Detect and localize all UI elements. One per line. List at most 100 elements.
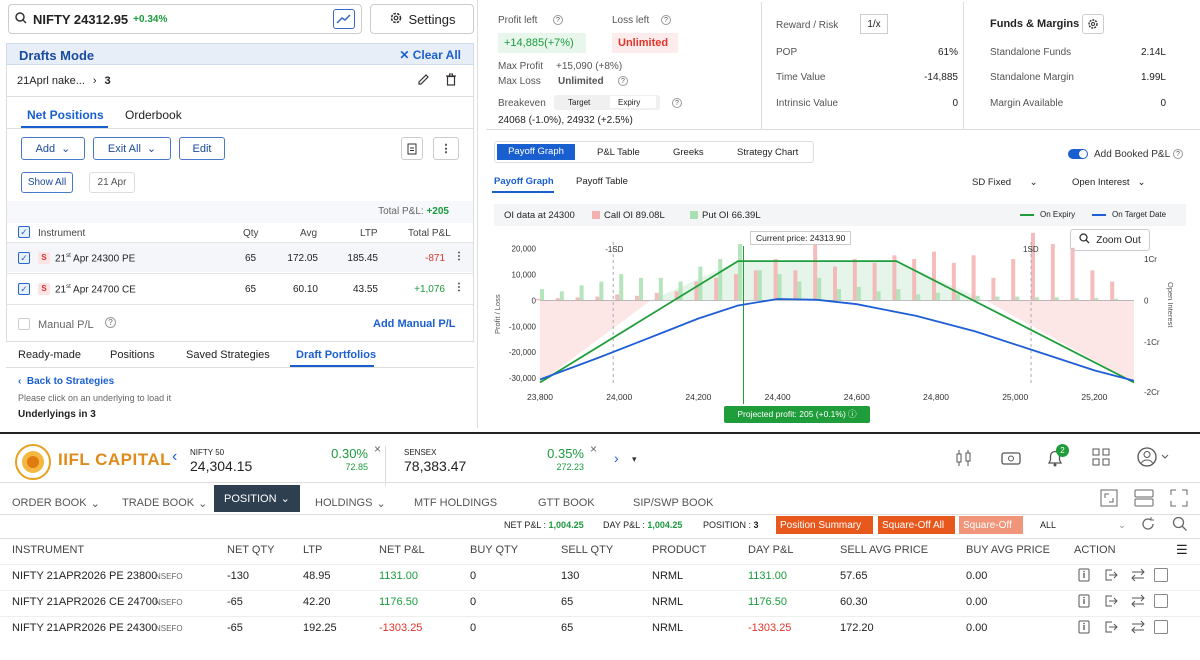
nav-sip-swp-book[interactable]: SIP/SWP BOOK xyxy=(633,490,714,516)
column-menu-icon[interactable]: ☰ xyxy=(1176,542,1188,557)
tab-saved-strategies[interactable]: Saved Strategies xyxy=(186,349,270,361)
index-card-nifty[interactable]: NIFTY 50 24,304.15 0.30% 72.85 × xyxy=(190,442,386,486)
subtab-payoff-graph[interactable]: Payoff Graph xyxy=(494,176,554,187)
breakeven-target[interactable]: Target xyxy=(568,98,591,107)
prev-index-arrow[interactable]: ‹ xyxy=(172,448,178,465)
info-icon[interactable] xyxy=(1078,594,1090,613)
row-select-checkbox[interactable] xyxy=(1154,568,1168,587)
manual-pl-checkbox[interactable] xyxy=(18,318,30,330)
add-button[interactable]: Add ⌄ xyxy=(21,137,85,160)
exit-icon[interactable] xyxy=(1104,620,1118,639)
row-checkbox[interactable]: ✓ xyxy=(18,283,30,295)
standalone-margin-label: Standalone Margin xyxy=(990,72,1074,83)
row-ltp: 43.55 xyxy=(352,284,378,295)
close-icon[interactable]: × xyxy=(374,442,382,456)
index-card-sensex[interactable]: SENSEX 78,383.47 0.35% 272.23 × xyxy=(404,442,604,486)
split-view-icon[interactable] xyxy=(1134,489,1154,512)
call-oi-bar xyxy=(1090,270,1095,301)
convert-icon[interactable] xyxy=(1130,620,1146,639)
expand-icon[interactable] xyxy=(1100,489,1118,512)
date-filter-chip[interactable]: 21 Apr xyxy=(89,172,135,193)
filter-select[interactable]: ALL ⌄ xyxy=(1040,520,1126,531)
clear-all-button[interactable]: ✕ Clear All xyxy=(399,48,461,62)
row-net-qty: -65 xyxy=(227,622,243,634)
caret-down-icon[interactable]: ▾ xyxy=(632,454,637,464)
tab-positions[interactable]: Positions xyxy=(110,349,155,361)
breakeven-value: 24068 (-1.0%), 24932 (+2.5%) xyxy=(498,115,633,126)
candlestick-icon[interactable] xyxy=(954,448,974,473)
select-all-checkbox[interactable]: ✓ xyxy=(18,226,30,238)
nav-mtf-holdings[interactable]: MTF HOLDINGS xyxy=(414,490,497,516)
tab-greeks[interactable]: Greeks xyxy=(673,147,704,158)
refresh-icon[interactable] xyxy=(1140,516,1156,537)
zoom-out-label: Zoom Out xyxy=(1096,234,1141,246)
square-off-all-button[interactable]: Square-Off All xyxy=(878,516,955,534)
tab-payoff-graph[interactable]: Payoff Graph xyxy=(497,144,575,160)
row-select-checkbox[interactable] xyxy=(1154,620,1168,639)
position-row[interactable]: ✓ S 21st Apr 24700 CE 65 60.10 43.55 +1,… xyxy=(7,273,473,303)
convert-icon[interactable] xyxy=(1130,594,1146,613)
info-icon[interactable] xyxy=(1078,620,1090,639)
tab-strategy-chart[interactable]: Strategy Chart xyxy=(737,147,799,158)
square-off-button[interactable]: Square-Off xyxy=(959,516,1023,534)
gear-icon[interactable] xyxy=(1082,14,1104,34)
put-oi-bar xyxy=(955,294,960,301)
more-options-icon[interactable]: ⋮ xyxy=(433,137,459,160)
table-row[interactable] xyxy=(0,616,1200,642)
tab-net-positions[interactable]: Net Positions xyxy=(27,108,104,122)
funds-icon[interactable] xyxy=(1000,448,1022,473)
reward-risk-value[interactable]: 1/x xyxy=(860,14,888,34)
exit-icon[interactable] xyxy=(1104,568,1118,587)
strategy-row[interactable]: 21Aprl nake... › 3 xyxy=(6,65,474,97)
edit-button[interactable]: Edit xyxy=(179,137,225,160)
position-summary-button[interactable]: Position Summary xyxy=(776,516,873,534)
info-icon[interactable] xyxy=(1078,568,1090,587)
tab-orderbook[interactable]: Orderbook xyxy=(125,108,182,122)
settings-button[interactable]: Settings xyxy=(370,4,474,34)
nav-order-book[interactable]: ORDER BOOK ⌄ xyxy=(12,490,100,516)
row-menu-icon[interactable]: ⋮ xyxy=(454,282,464,293)
back-to-strategies-link[interactable]: ‹ Back to Strategies xyxy=(18,376,115,387)
breakeven-expiry[interactable]: Expiry xyxy=(610,96,656,108)
close-icon[interactable]: × xyxy=(590,442,598,456)
position-row[interactable]: ✓ S 21st Apr 24300 PE 65 172.05 185.45 -… xyxy=(7,242,473,272)
search-input[interactable]: NIFTY 24312.95 +0.34% xyxy=(8,4,362,34)
open-interest-dropdown[interactable]: Open Interest ⌄ xyxy=(1072,177,1145,188)
delete-icon[interactable] xyxy=(445,73,457,89)
nav-gtt-book[interactable]: GTT BOOK xyxy=(538,490,595,516)
add-booked-pl-toggle[interactable] xyxy=(1068,149,1088,159)
user-avatar-icon[interactable] xyxy=(1136,446,1170,473)
nav-position[interactable]: POSITION ⌄ xyxy=(214,485,300,512)
sd-fixed-dropdown[interactable]: SD Fixed ⌄ xyxy=(972,177,1038,188)
convert-icon[interactable] xyxy=(1130,568,1146,587)
next-index-arrow[interactable]: › xyxy=(614,450,619,466)
tab-ready-made[interactable]: Ready-made xyxy=(18,349,81,361)
table-row[interactable] xyxy=(0,564,1200,590)
search-icon[interactable] xyxy=(1172,516,1188,537)
notification-bell-icon[interactable] xyxy=(1045,448,1065,473)
row-checkbox[interactable]: ✓ xyxy=(18,252,30,264)
tab-pl-table[interactable]: P&L Table xyxy=(597,147,640,158)
fullscreen-icon[interactable] xyxy=(1170,489,1188,512)
row-menu-icon[interactable]: ⋮ xyxy=(454,251,464,262)
zoom-out-button[interactable]: Zoom Out xyxy=(1070,229,1150,251)
breakeven-label: Breakeven xyxy=(498,98,546,109)
breakeven-toggle[interactable]: Target Expiry xyxy=(554,95,660,110)
row-net-pl: 1176.50 xyxy=(379,596,418,608)
chart-icon[interactable] xyxy=(333,9,355,29)
row-select-checkbox[interactable] xyxy=(1154,594,1168,613)
document-icon[interactable] xyxy=(401,137,423,160)
nav-holdings[interactable]: HOLDINGS ⌄ xyxy=(315,490,386,516)
edit-icon[interactable] xyxy=(417,73,430,89)
show-all-button[interactable]: Show All xyxy=(21,172,73,193)
subtab-payoff-table[interactable]: Payoff Table xyxy=(576,176,628,187)
exit-icon[interactable] xyxy=(1104,594,1118,613)
payoff-chart[interactable]: -1SD 1SD 20,000 10,000 0 -10,000 -20,000 -30,00… xyxy=(482,226,1200,426)
apps-grid-icon[interactable] xyxy=(1092,448,1110,471)
nav-trade-book[interactable]: TRADE BOOK ⌄ xyxy=(122,490,207,516)
table-row[interactable] xyxy=(0,590,1200,616)
exit-all-button[interactable]: Exit All ⌄ xyxy=(93,137,171,160)
add-manual-pl-link[interactable]: Add Manual P/L xyxy=(373,318,456,330)
tab-draft-portfolios[interactable]: Draft Portfolios xyxy=(296,349,377,361)
call-oi-bar xyxy=(1031,232,1035,301)
